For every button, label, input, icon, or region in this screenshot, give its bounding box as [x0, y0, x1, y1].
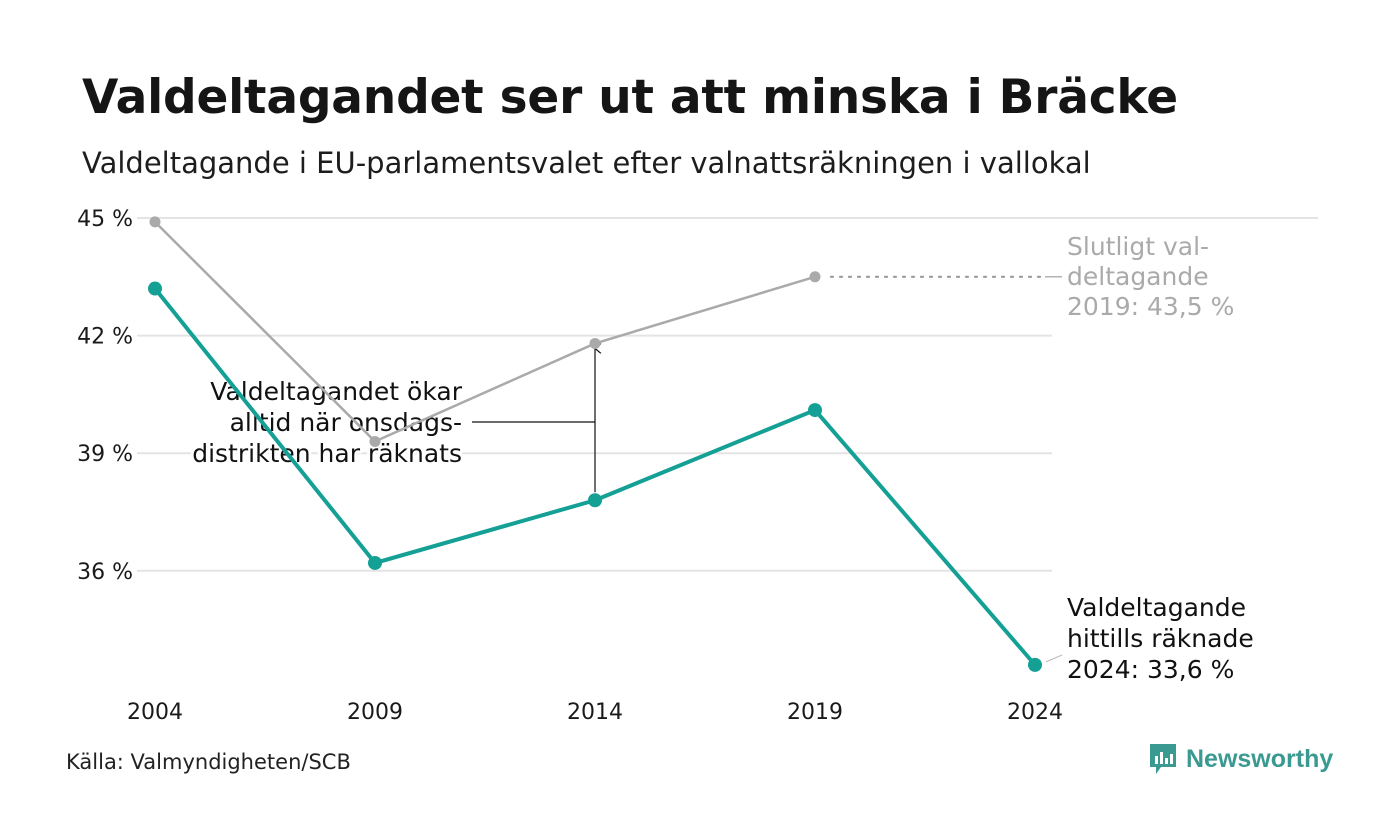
final-annotation-line: deltagande	[1067, 262, 1209, 291]
grid-lines	[137, 217, 1318, 572]
preliminary-turnout-point	[808, 403, 822, 418]
x-tick-label: 2009	[347, 700, 403, 725]
source-note: Källa: Valmyndigheten/SCB	[66, 750, 351, 774]
preliminary-turnout-point	[588, 493, 602, 508]
brand-name: Newsworthy	[1186, 744, 1334, 773]
newsworthy-logo-icon	[1150, 744, 1176, 774]
final-annotation: Slutligt val-deltagande 2019: 43,5 %	[1067, 232, 1234, 321]
preliminary-turnout-point	[1028, 657, 1042, 672]
y-tick-label: 36 %	[77, 560, 133, 585]
current-annotation-line: 2024: 33,6 %	[1067, 655, 1234, 684]
x-tick-label: 2019	[787, 700, 843, 725]
final-annotation-line: 2019: 43,5 %	[1067, 292, 1234, 321]
brand-logo: Newsworthy	[1148, 742, 1333, 776]
series	[148, 216, 1042, 672]
final-annotation-line: Slutligt val-	[1067, 232, 1209, 261]
x-tick-label: 2004	[127, 700, 183, 725]
y-axis-ticks: 36 % 39 % 42 % 45 %	[77, 207, 133, 585]
x-tick-label: 2024	[1007, 700, 1063, 725]
chart-subtitle: Valdeltagande i EU-parlamentsvalet efter…	[82, 146, 1091, 180]
final-turnout-point	[809, 271, 821, 283]
final-turnout-point	[149, 216, 161, 228]
current-leader-line	[1045, 654, 1063, 663]
counting-note: Valdeltagandet ökar alltid när onsdags-di…	[192, 377, 462, 468]
y-tick-label: 39 %	[77, 442, 133, 467]
final-turnout-point	[589, 337, 601, 349]
counting-note-line: distrikten har räknats	[192, 439, 462, 468]
preliminary-turnout-point	[148, 281, 162, 296]
current-annotation-line: hittills räknade	[1067, 624, 1254, 653]
x-axis-ticks: 2004 2009 2014 2019 2024	[127, 700, 1063, 725]
current-annotation: Valdeltagande hittills räknade 2024: 33,6 …	[1067, 593, 1254, 684]
final-turnout-point	[369, 435, 381, 447]
chart-title: Valdeltagandet ser ut att minska i Bräck…	[82, 70, 1178, 125]
final-turnout-line	[154, 221, 816, 443]
y-tick-label: 45 %	[77, 207, 133, 232]
annotations: Slutligt val-deltagande 2019: 43,5 % Valde…	[189, 232, 1254, 684]
x-tick-label: 2014	[567, 700, 623, 725]
y-tick-label: 42 %	[77, 325, 133, 350]
current-annotation-line: Valdeltagande	[1067, 593, 1246, 622]
preliminary-turnout-point	[368, 555, 382, 570]
